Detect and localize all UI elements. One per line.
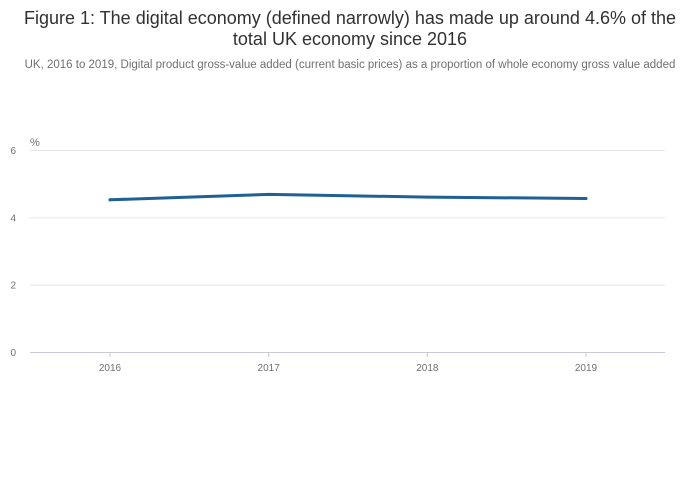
x-tick-label: 2017 bbox=[258, 363, 281, 374]
data-point bbox=[584, 196, 588, 200]
y-tick-label: 2 bbox=[10, 281, 16, 292]
y-tick-label: 4 bbox=[10, 213, 16, 224]
x-tick-label: 2019 bbox=[575, 363, 598, 374]
data-point bbox=[425, 195, 429, 199]
gridlines bbox=[30, 150, 665, 286]
chart-title: Figure 1: The digital economy (defined n… bbox=[23, 8, 677, 49]
y-axis-tick-labels: 0 2 4 6 bbox=[10, 146, 16, 359]
y-tick-label: 6 bbox=[10, 146, 16, 157]
x-axis-ticks: 2016 2017 2018 2019 bbox=[99, 352, 598, 374]
data-point bbox=[267, 192, 271, 196]
y-tick-label: 0 bbox=[10, 348, 16, 359]
series-line-0 bbox=[108, 192, 588, 202]
series-lines bbox=[108, 192, 588, 202]
y-axis-unit-label: % bbox=[30, 137, 40, 149]
data-point bbox=[108, 198, 112, 202]
x-tick-label: 2018 bbox=[416, 363, 439, 374]
chart-subtitle: UK, 2016 to 2019, Digital product gross-… bbox=[24, 59, 676, 71]
x-tick-label: 2016 bbox=[99, 363, 122, 374]
